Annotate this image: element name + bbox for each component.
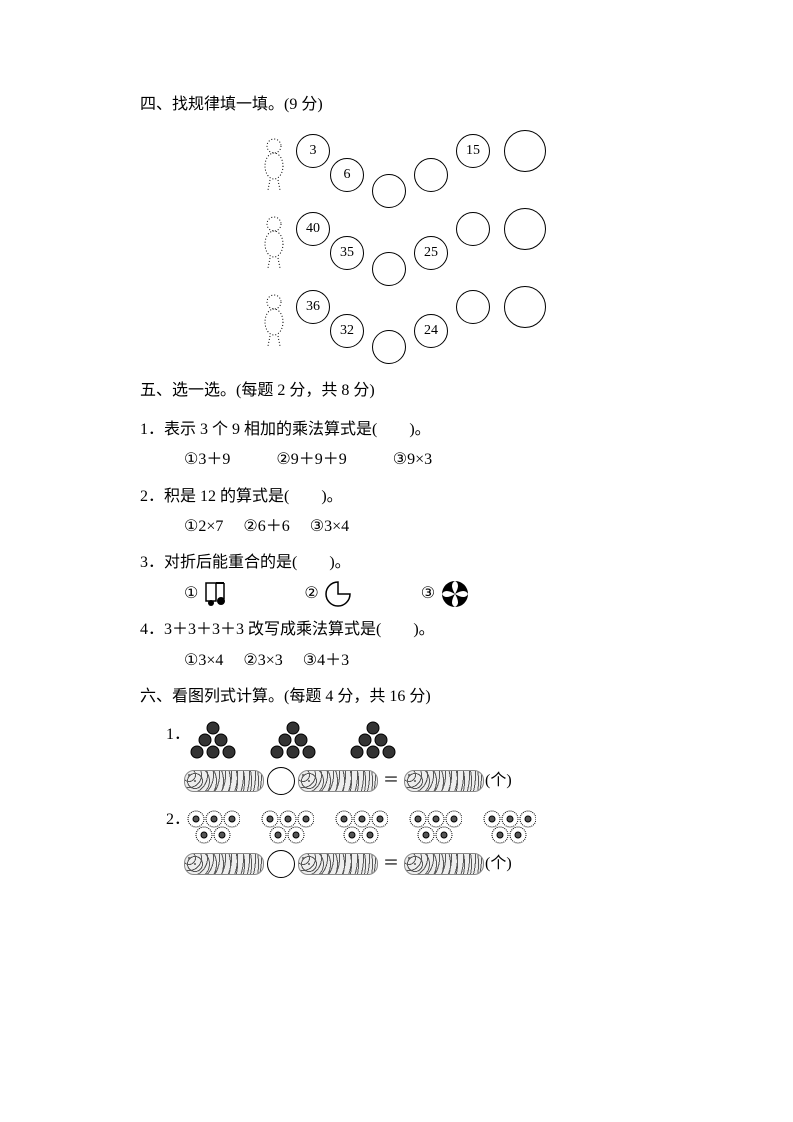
q3-opt-1[interactable]: ① <box>184 579 234 609</box>
q2-opt-2[interactable]: ②6＋6 <box>243 512 289 542</box>
q1-opt-3[interactable]: ③9×3 <box>393 445 432 475</box>
pattern-circle[interactable] <box>372 330 406 364</box>
unit-label: (个) <box>485 849 512 879</box>
q4-opt-1[interactable]: ①3×4 <box>184 646 223 676</box>
blank-blob[interactable] <box>184 853 264 875</box>
q1-opt-2[interactable]: ②9＋9＋9 <box>276 445 346 475</box>
q2-opt-1[interactable]: ①2×7 <box>184 512 223 542</box>
q4: 4．3＋3＋3＋3 改写成乘法算式是( )。 ①3×4 ②3×3 ③4＋3 <box>140 615 653 676</box>
flower-group-icon <box>184 805 240 847</box>
q1-stem: 1．表示 3 个 9 相加的乘法算式是( )。 <box>140 415 653 445</box>
pattern-circle[interactable] <box>504 208 546 250</box>
q4-opts: ①3×4 ②3×3 ③4＋3 <box>184 646 653 676</box>
blank-blob[interactable] <box>404 853 484 875</box>
teddy-icon <box>260 136 288 192</box>
q1: 1．表示 3 个 9 相加的乘法算式是( )。 ①3＋9 ②9＋9＋9 ③9×3 <box>140 415 653 476</box>
music-note-icon <box>204 581 234 607</box>
apple-pyramid-icon <box>184 720 242 764</box>
pacman-icon <box>325 581 351 607</box>
pattern-circle: 36 <box>296 290 330 324</box>
section5-title: 五、选一选。(每题 2 分，共 8 分) <box>140 376 653 406</box>
pattern-circle[interactable] <box>456 290 490 324</box>
q2-stem: 2．积是 12 的算式是( )。 <box>140 482 653 512</box>
apple-pyramid-icon <box>264 720 322 764</box>
pattern-circle: 40 <box>296 212 330 246</box>
problem-1: 1． ＝ (个) <box>140 720 653 796</box>
p1-equation[interactable]: ＝ (个) <box>184 766 512 796</box>
q2: 2．积是 12 的算式是( )。 ①2×7 ②6＋6 ③3×4 <box>140 482 653 543</box>
p2-equation[interactable]: ＝ (个) <box>184 849 536 879</box>
teddy-icon <box>260 214 288 270</box>
pinwheel-icon <box>441 580 469 608</box>
operator-blank[interactable] <box>267 850 295 878</box>
p2-label: 2． <box>166 805 184 835</box>
problem-2: 2． ＝ (个) <box>140 805 653 879</box>
operator-blank[interactable] <box>267 767 295 795</box>
q3: 3．对折后能重合的是( )。 ① ② ③ <box>140 548 653 609</box>
p1-label: 1． <box>166 720 184 750</box>
pattern-circle: 6 <box>330 158 364 192</box>
equals-sign: ＝ <box>383 766 399 796</box>
pattern-row-2: 40 35 25 <box>260 206 600 284</box>
pattern-circle[interactable] <box>414 158 448 192</box>
blank-blob[interactable] <box>298 853 378 875</box>
section6-title: 六、看图列式计算。(每题 4 分，共 16 分) <box>140 682 653 712</box>
q3-opt-3[interactable]: ③ <box>421 579 469 609</box>
pattern-circle: 3 <box>296 134 330 168</box>
p1-groups <box>184 720 512 764</box>
q3-stem: 3．对折后能重合的是( )。 <box>140 548 653 578</box>
section4-title: 四、找规律填一填。(9 分) <box>140 90 653 120</box>
apple-pyramid-icon <box>344 720 402 764</box>
opt-num: ① <box>184 579 198 609</box>
q4-opt-3[interactable]: ③4＋3 <box>303 646 349 676</box>
pattern-circle[interactable] <box>372 252 406 286</box>
pattern-circle[interactable] <box>456 212 490 246</box>
flower-group-icon <box>332 805 388 847</box>
opt-num: ② <box>304 579 318 609</box>
pattern-row-1: 3 6 15 <box>260 128 600 206</box>
q2-opts: ①2×7 ②6＋6 ③3×4 <box>184 512 653 542</box>
q3-opt-2[interactable]: ② <box>304 579 350 609</box>
flower-group-icon <box>480 805 536 847</box>
q4-opt-2[interactable]: ②3×3 <box>243 646 282 676</box>
unit-label: (个) <box>485 766 512 796</box>
pattern-circle: 24 <box>414 314 448 348</box>
q4-stem: 4．3＋3＋3＋3 改写成乘法算式是( )。 <box>140 615 653 645</box>
pattern-circle[interactable] <box>504 130 546 172</box>
p2-groups <box>184 805 536 847</box>
flower-group-icon <box>258 805 314 847</box>
blank-blob[interactable] <box>184 770 264 792</box>
flower-group-icon <box>406 805 462 847</box>
pattern-area: 3 6 15 40 35 25 36 32 24 <box>260 128 653 362</box>
opt-num: ③ <box>421 579 435 609</box>
pattern-row-3: 36 32 24 <box>260 284 600 362</box>
pattern-circle: 32 <box>330 314 364 348</box>
pattern-circle: 35 <box>330 236 364 270</box>
q1-opts: ①3＋9 ②9＋9＋9 ③9×3 <box>184 445 653 475</box>
blank-blob[interactable] <box>404 770 484 792</box>
equals-sign: ＝ <box>383 849 399 879</box>
q3-opts: ① ② ③ <box>184 579 653 609</box>
q2-opt-3[interactable]: ③3×4 <box>310 512 349 542</box>
blank-blob[interactable] <box>298 770 378 792</box>
pattern-circle: 15 <box>456 134 490 168</box>
q1-opt-1[interactable]: ①3＋9 <box>184 445 230 475</box>
teddy-icon <box>260 292 288 348</box>
pattern-circle[interactable] <box>372 174 406 208</box>
pattern-circle[interactable] <box>504 286 546 328</box>
pattern-circle: 25 <box>414 236 448 270</box>
